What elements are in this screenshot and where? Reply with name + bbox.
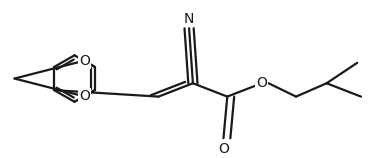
Text: O: O xyxy=(79,54,90,68)
Text: O: O xyxy=(218,142,229,156)
Text: N: N xyxy=(184,12,194,26)
Text: O: O xyxy=(79,89,90,103)
Text: O: O xyxy=(256,76,267,90)
